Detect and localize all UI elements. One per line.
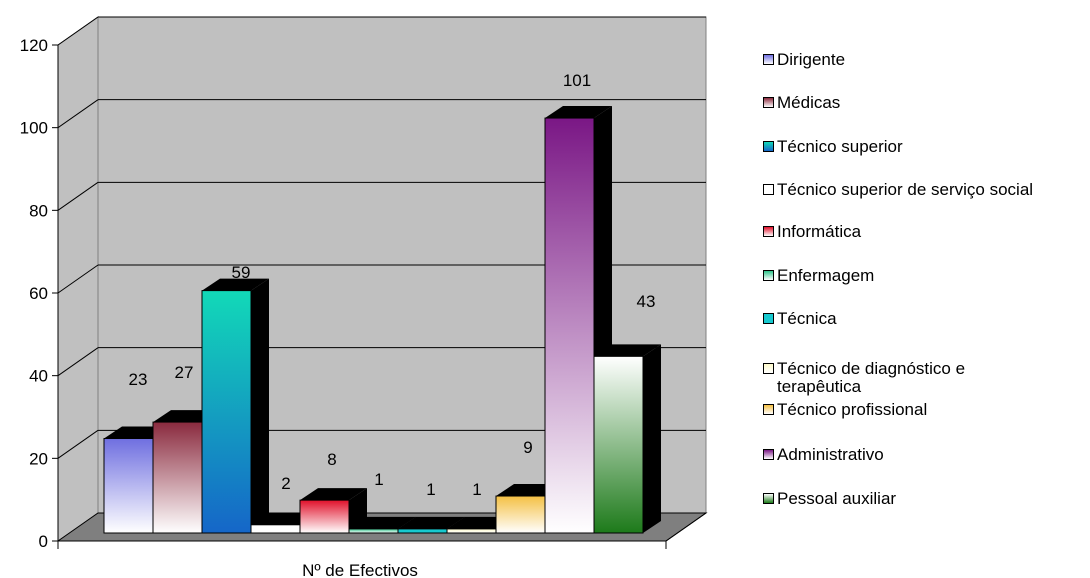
legend-item: Técnico de diagnóstico e terapêutica bbox=[763, 360, 1027, 396]
bar-front bbox=[152, 421, 203, 534]
y-tick-label: 120 bbox=[20, 36, 48, 55]
legend-item: Técnico profissional bbox=[763, 401, 1077, 425]
bar-front bbox=[250, 524, 301, 534]
legend-swatch bbox=[763, 313, 774, 324]
x-axis-label: Nº de Efectivos bbox=[302, 561, 418, 578]
data-labels: 23 27 59 2 8 1 1 1 9 101 43 bbox=[129, 71, 656, 499]
bar-top bbox=[202, 278, 269, 291]
data-label: 43 bbox=[637, 292, 656, 311]
gridline-side bbox=[57, 16, 99, 46]
legend-swatch bbox=[763, 54, 774, 65]
bar-front bbox=[201, 290, 252, 534]
legend-item: Técnica bbox=[763, 310, 1077, 334]
y-tick-label: 80 bbox=[29, 201, 48, 220]
legend-label: Técnico superior bbox=[777, 137, 903, 156]
data-label: 1 bbox=[374, 470, 383, 489]
bar-top bbox=[545, 106, 612, 119]
bar-top bbox=[594, 344, 661, 357]
bar bbox=[593, 344, 661, 534]
legend-label: Dirigente bbox=[777, 50, 846, 69]
bar-front bbox=[103, 438, 154, 534]
legend-item: Dirigente bbox=[763, 51, 1077, 75]
legend-label: Técnico de diagnóstico e terapêutica bbox=[777, 359, 966, 396]
legend-swatch bbox=[763, 363, 774, 374]
data-label: 101 bbox=[563, 71, 591, 90]
bar-front bbox=[593, 355, 644, 534]
legend-label: Administrativo bbox=[777, 445, 884, 464]
data-label: 8 bbox=[327, 450, 336, 469]
legend-label: Médicas bbox=[777, 93, 841, 112]
legend-item: Enfermagem bbox=[763, 267, 1077, 291]
legend-swatch bbox=[763, 449, 774, 460]
legend-swatch bbox=[763, 184, 774, 195]
floor-edge bbox=[665, 512, 707, 542]
y-tick-label: 100 bbox=[20, 119, 48, 138]
data-label: 59 bbox=[232, 263, 251, 282]
legend-swatch bbox=[763, 404, 774, 415]
bars bbox=[103, 106, 661, 534]
legend-item: Técnico superior de serviço social bbox=[763, 181, 1077, 205]
gridline-side bbox=[57, 264, 99, 294]
y-tick-label: 0 bbox=[39, 532, 48, 551]
bar-front bbox=[348, 528, 399, 534]
legend-label: Pessoal auxiliar bbox=[777, 489, 897, 508]
legend-item: Administrativo bbox=[763, 446, 1077, 470]
bar-front bbox=[446, 528, 497, 534]
bar-side bbox=[643, 344, 661, 533]
gridline-side bbox=[57, 429, 99, 459]
legend-swatch bbox=[763, 270, 774, 281]
bar bbox=[201, 278, 269, 534]
gridline-side bbox=[57, 347, 99, 377]
legend-swatch bbox=[763, 97, 774, 108]
legend-swatch bbox=[763, 141, 774, 152]
legend-item: Informática bbox=[763, 223, 1077, 247]
legend-label: Técnico profissional bbox=[777, 400, 928, 419]
data-label: 27 bbox=[175, 363, 194, 382]
legend-item: Técnico superior bbox=[763, 138, 1077, 162]
legend-label: Informática bbox=[777, 222, 862, 241]
y-tick-label: 60 bbox=[29, 284, 48, 303]
axes: 0 20 40 60 80 100 120 bbox=[20, 36, 707, 551]
legend-swatch bbox=[763, 493, 774, 504]
legend-item: Pessoal auxiliar bbox=[763, 490, 1077, 514]
data-label: 2 bbox=[281, 474, 290, 493]
bar-top bbox=[300, 488, 367, 501]
bar-front bbox=[495, 495, 546, 534]
y-tick-label: 20 bbox=[29, 449, 48, 468]
bar-front bbox=[544, 117, 595, 534]
data-label: 1 bbox=[426, 480, 435, 499]
bar-top bbox=[349, 516, 416, 529]
bar-top bbox=[398, 516, 465, 529]
legend-swatch bbox=[763, 226, 774, 237]
legend-label: Técnico superior de serviço social bbox=[777, 180, 1034, 199]
bar-side bbox=[251, 278, 269, 533]
gridline-side bbox=[57, 181, 99, 211]
bar-front bbox=[299, 499, 350, 534]
y-tick-label: 40 bbox=[29, 367, 48, 386]
legend-label: Enfermagem bbox=[777, 266, 875, 285]
data-label: 1 bbox=[472, 480, 481, 499]
bar-front bbox=[397, 528, 448, 534]
legend-label: Técnica bbox=[777, 309, 837, 328]
data-label: 23 bbox=[129, 370, 148, 389]
data-label: 9 bbox=[523, 438, 532, 457]
gridline-side bbox=[57, 99, 99, 129]
legend-item: Médicas bbox=[763, 94, 1077, 118]
